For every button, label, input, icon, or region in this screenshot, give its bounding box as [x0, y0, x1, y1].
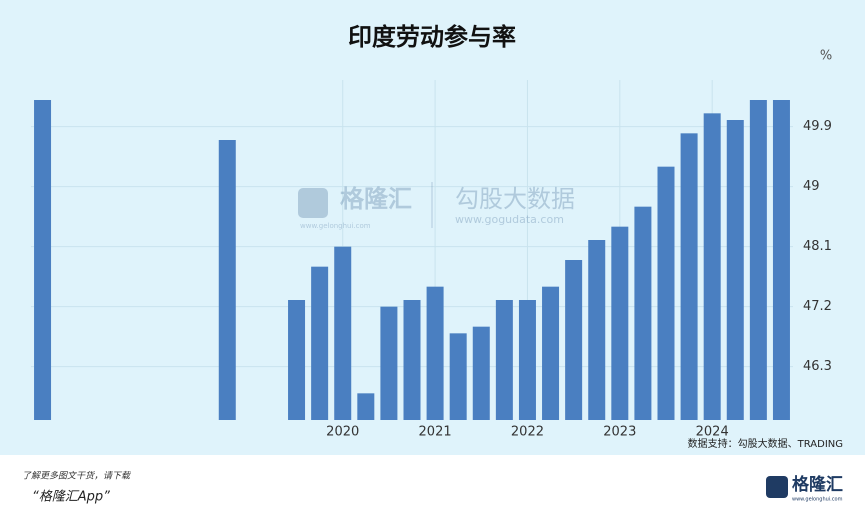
bar	[518, 300, 536, 420]
bar	[380, 306, 398, 420]
bar	[749, 100, 767, 420]
watermark-partner-url: www.gogudata.com	[455, 213, 564, 226]
x-tick-label: 2021	[419, 425, 452, 440]
bar	[311, 266, 329, 420]
footer-line2: “格隆汇App”	[32, 490, 110, 505]
y-tick-label: 49.9	[803, 119, 832, 134]
footer-line1: 了解更多图文干货，请下载	[22, 471, 131, 482]
bar	[403, 300, 421, 420]
bar	[334, 246, 352, 420]
bar	[288, 300, 306, 420]
bar	[680, 133, 698, 421]
watermark-url: www.gelonghui.com	[300, 222, 371, 230]
watermark-icon	[298, 188, 328, 218]
source: 数据支持：勾股大数据、TRADING	[688, 437, 843, 450]
y-tick-label: 47.2	[803, 299, 832, 314]
footer-logo: 格隆汇	[792, 474, 843, 495]
bar	[357, 393, 375, 420]
bar	[611, 226, 629, 420]
bar	[703, 113, 721, 420]
x-tick-label: 2022	[511, 425, 544, 440]
unit-label: %	[820, 49, 832, 64]
bar	[472, 326, 490, 420]
chart-title: 印度劳动参与率	[348, 23, 516, 51]
bar	[726, 120, 744, 420]
bar	[495, 300, 513, 420]
watermark: 格隆汇 www.gelonghui.com 勾股大数据 www.gogudata…	[298, 182, 575, 230]
bar	[449, 333, 467, 420]
x-tick-label: 2024	[696, 425, 729, 440]
bar	[542, 286, 560, 420]
y-tick-label: 48.1	[803, 239, 832, 254]
bar	[657, 166, 675, 420]
y-tick-label: 46.3	[803, 359, 832, 374]
footer-background	[0, 455, 865, 531]
footer-logo-icon	[766, 476, 788, 498]
bar	[772, 100, 790, 420]
bar	[588, 240, 606, 420]
x-tick-label: 2023	[603, 425, 636, 440]
bar	[634, 206, 652, 420]
y-tick-label: 49	[803, 179, 820, 194]
bar	[34, 100, 52, 420]
watermark-partner: 勾股大数据	[455, 185, 575, 213]
watermark-brand: 格隆汇	[340, 185, 412, 213]
bar	[218, 140, 236, 420]
bar	[565, 260, 583, 420]
footer-logo-url: www.gelonghui.com	[792, 497, 843, 503]
x-tick-label: 2020	[326, 425, 359, 440]
bar	[426, 286, 444, 420]
